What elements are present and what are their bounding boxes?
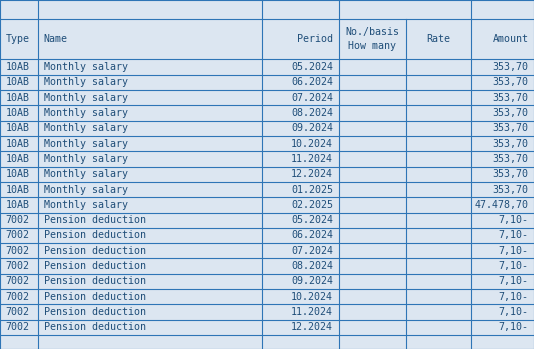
Text: Monthly salary: Monthly salary [44,169,128,179]
Text: 10AB: 10AB [5,200,29,210]
Text: 05.2024: 05.2024 [291,215,333,225]
Text: Pension deduction: Pension deduction [44,322,146,332]
Text: 353,70: 353,70 [493,123,529,133]
Text: 7002: 7002 [5,307,29,317]
Text: 06.2024: 06.2024 [291,230,333,240]
Text: 7,10-: 7,10- [499,322,529,332]
Text: 10AB: 10AB [5,92,29,103]
Text: 11.2024: 11.2024 [291,307,333,317]
Text: Pension deduction: Pension deduction [44,215,146,225]
Text: 7,10-: 7,10- [499,246,529,256]
Text: 10AB: 10AB [5,108,29,118]
Text: Type: Type [5,34,29,44]
Text: 07.2024: 07.2024 [291,92,333,103]
Text: 06.2024: 06.2024 [291,77,333,87]
Text: Monthly salary: Monthly salary [44,108,128,118]
Text: 7002: 7002 [5,215,29,225]
Text: 10AB: 10AB [5,185,29,194]
Text: 10AB: 10AB [5,77,29,87]
Text: 11.2024: 11.2024 [291,154,333,164]
Text: Period: Period [297,34,333,44]
Text: 12.2024: 12.2024 [291,322,333,332]
Text: Monthly salary: Monthly salary [44,62,128,72]
Text: Monthly salary: Monthly salary [44,154,128,164]
Text: 08.2024: 08.2024 [291,108,333,118]
Text: Pension deduction: Pension deduction [44,246,146,256]
Text: Amount: Amount [493,34,529,44]
Text: 10AB: 10AB [5,123,29,133]
Text: 353,70: 353,70 [493,169,529,179]
Text: 353,70: 353,70 [493,154,529,164]
Text: 7,10-: 7,10- [499,261,529,271]
Text: 09.2024: 09.2024 [291,276,333,287]
Text: 7,10-: 7,10- [499,307,529,317]
Text: 7002: 7002 [5,230,29,240]
Text: 08.2024: 08.2024 [291,261,333,271]
Text: Monthly salary: Monthly salary [44,92,128,103]
Text: 7,10-: 7,10- [499,230,529,240]
Text: Monthly salary: Monthly salary [44,200,128,210]
Text: Rate: Rate [427,34,450,44]
Text: 10.2024: 10.2024 [291,292,333,302]
Text: 10AB: 10AB [5,139,29,149]
Text: Pension deduction: Pension deduction [44,307,146,317]
Text: 10AB: 10AB [5,169,29,179]
Text: Monthly salary: Monthly salary [44,123,128,133]
Text: 353,70: 353,70 [493,62,529,72]
Text: Pension deduction: Pension deduction [44,261,146,271]
Text: 01.2025: 01.2025 [291,185,333,194]
Text: Pension deduction: Pension deduction [44,276,146,287]
Text: 7002: 7002 [5,322,29,332]
Text: 353,70: 353,70 [493,108,529,118]
Text: Monthly salary: Monthly salary [44,185,128,194]
Text: 10.2024: 10.2024 [291,139,333,149]
Text: 7,10-: 7,10- [499,276,529,287]
Text: 7002: 7002 [5,246,29,256]
Text: 05.2024: 05.2024 [291,62,333,72]
Text: 353,70: 353,70 [493,139,529,149]
Text: 353,70: 353,70 [493,185,529,194]
Text: Name: Name [44,34,68,44]
Text: 7002: 7002 [5,276,29,287]
Text: 10AB: 10AB [5,154,29,164]
Text: 7002: 7002 [5,261,29,271]
Text: 09.2024: 09.2024 [291,123,333,133]
Text: Monthly salary: Monthly salary [44,139,128,149]
Text: Monthly salary: Monthly salary [44,77,128,87]
Text: 12.2024: 12.2024 [291,169,333,179]
Text: 353,70: 353,70 [493,77,529,87]
Text: 02.2025: 02.2025 [291,200,333,210]
Text: 7,10-: 7,10- [499,292,529,302]
Text: 353,70: 353,70 [493,92,529,103]
Text: Pension deduction: Pension deduction [44,292,146,302]
Text: 7002: 7002 [5,292,29,302]
Text: No./basis
How many: No./basis How many [345,27,399,51]
Text: 07.2024: 07.2024 [291,246,333,256]
Text: 10AB: 10AB [5,62,29,72]
Text: 7,10-: 7,10- [499,215,529,225]
Text: 47.478,70: 47.478,70 [475,200,529,210]
Text: Pension deduction: Pension deduction [44,230,146,240]
